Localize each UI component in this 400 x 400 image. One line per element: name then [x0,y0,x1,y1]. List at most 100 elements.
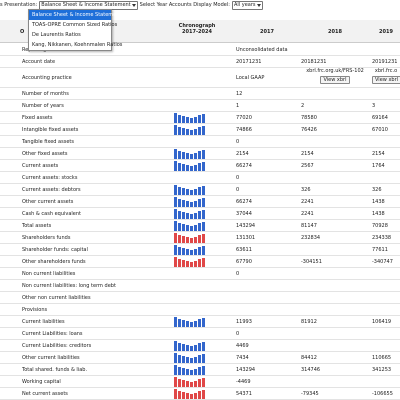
row-label: Total shared. funds & liab. [22,367,88,373]
row-label: Other current assets [22,199,74,205]
table-row: Current assets 66274 2567 1764 [0,160,400,172]
table-row: Net current assets 54371 -79345 -106655 [0,388,400,400]
cell: 0 [236,139,240,145]
row-label: Number of years [22,103,64,109]
cell: 143294 [236,367,256,373]
chronograph-bar [174,209,177,219]
chronograph-bar [194,261,197,267]
cell: 1438 [372,199,385,205]
chronograph-bar [202,318,205,327]
chronograph-bar [174,317,177,327]
table-row: Non current liabilities 0 [0,268,400,280]
chronograph-bar [190,214,193,219]
chronograph-bar [202,150,205,159]
chronograph-bar [186,249,189,255]
chronograph-bar [178,319,181,327]
table-row: Current Liabilities: creditors 4469 [0,340,400,352]
chronograph-bar [190,226,193,231]
table-row: Current liabilities 11993 81912 106419 [0,316,400,328]
table-row: Cash & cash equivalent 37044 2241 1438 [0,208,400,220]
cell: 76426 [301,127,317,133]
dropdown-option[interactable]: Balance Sheet & Income Statement [29,10,121,20]
view-xbrl-button[interactable]: View xbrl [320,76,350,84]
chronograph-bar [178,199,181,207]
chronograph-bar [174,365,177,375]
view-xbrl-button[interactable]: View xbrl [372,76,400,84]
table-row: Working capital -4469 [0,376,400,388]
cell: 54371 [236,391,252,397]
chronograph [174,340,218,351]
chronograph-bar [186,369,189,375]
cell-link: xbrl.frc.org.uk/FRS-102 [306,68,364,74]
cell: 20191231 [372,59,398,65]
row-label: Fixed assets [22,115,53,121]
chronograph-bar [194,345,197,351]
chronograph-bar [182,368,185,375]
chronograph-bar [198,223,201,231]
table-row: Other fixed assets 2154 2154 2154 [0,148,400,160]
table-row: Current Liabilities: loans 0 [0,328,400,340]
cell: 2241 [301,199,314,205]
row-label: Other fixed assets [22,151,68,157]
cell: 66274 [236,163,252,169]
chronograph-bar [194,237,197,243]
chronograph-bar [202,198,205,207]
chronograph-bar [186,261,189,267]
chronograph [174,160,218,171]
chronograph [174,256,218,267]
chronograph-bar [178,259,181,267]
cell: 67790 [236,259,252,265]
chronograph-bar [182,260,185,267]
chronograph-bar [178,151,181,159]
dropdown-option[interactable]: TOAS-OPRE Common Sized Ratios [32,22,118,28]
row-label: Current assets: debtors [22,187,81,193]
chronograph-bar [190,262,193,267]
cell: 70928 [372,223,388,229]
chronograph-bar [174,353,177,363]
year-select[interactable]: All years [231,0,263,10]
table-row: Other current liabilities 7434 84412 110665 [0,352,400,364]
chronograph [174,208,218,219]
header-year: 2017 [260,29,274,35]
chronograph-bar [174,161,177,171]
chronograph-bar [186,381,189,387]
chronograph-bar [178,235,181,243]
chronograph-bar [182,224,185,231]
chronograph-bar [190,118,193,123]
table-row: Current assets: debtors 0 326 326 [0,184,400,196]
chronograph-bar [186,225,189,231]
cell: 1 [236,103,240,109]
dropdown-option[interactable]: De Laurentis Ratios [32,32,81,38]
cell: 11993 [236,319,252,325]
header-cell: O [20,29,25,35]
cell-link: xbrl.frc.o [374,68,398,74]
chronograph-bar [190,202,193,207]
chronograph-bar [182,236,185,243]
cell: 81147 [301,223,317,229]
chronograph-bar [186,345,189,351]
chronograph [174,376,218,387]
row-label: Current liabilities [22,319,65,325]
cell: 2 [301,103,305,109]
dropdown-option[interactable]: Kang, Nikkanen, Koehnmalen Ratios [32,42,123,48]
chronograph-bar [202,210,205,219]
chronograph-bar [198,319,201,327]
chronograph-bar [202,162,205,171]
chronograph-bar [202,366,205,375]
chronograph-bar [178,247,181,255]
chronograph-bar [198,115,201,123]
cell: 12 [236,91,243,97]
cell: 20181231 [301,59,327,65]
chronograph-bar [198,235,201,243]
chronograph-bar [174,149,177,159]
chronograph-bar [178,391,181,399]
cell: 77020 [236,115,252,121]
chronograph-bar [194,357,197,363]
header-chronograph: Chronograph [178,23,216,29]
chronograph-bar [182,128,185,135]
chronograph-bar [202,246,205,255]
row-label: Other current liabilities [22,355,80,361]
chronograph-bar [190,370,193,375]
cell: Unconsolidated data [236,47,288,53]
chronograph-bar [174,233,177,243]
